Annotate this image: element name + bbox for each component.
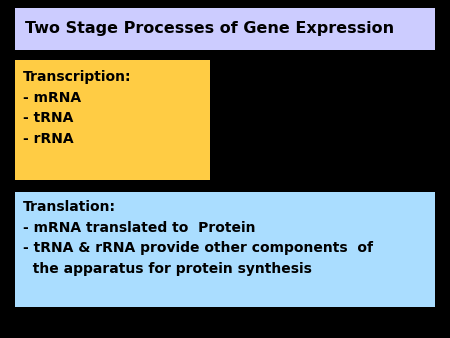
FancyBboxPatch shape [15,60,210,180]
FancyBboxPatch shape [15,192,435,307]
Text: Transcription:
- mRNA
- tRNA
- rRNA: Transcription: - mRNA - tRNA - rRNA [23,70,131,146]
Text: Two Stage Processes of Gene Expression: Two Stage Processes of Gene Expression [25,22,394,37]
Text: Translation:
- mRNA translated to  Protein
- tRNA & rRNA provide other component: Translation: - mRNA translated to Protei… [23,200,373,276]
FancyBboxPatch shape [15,8,435,50]
